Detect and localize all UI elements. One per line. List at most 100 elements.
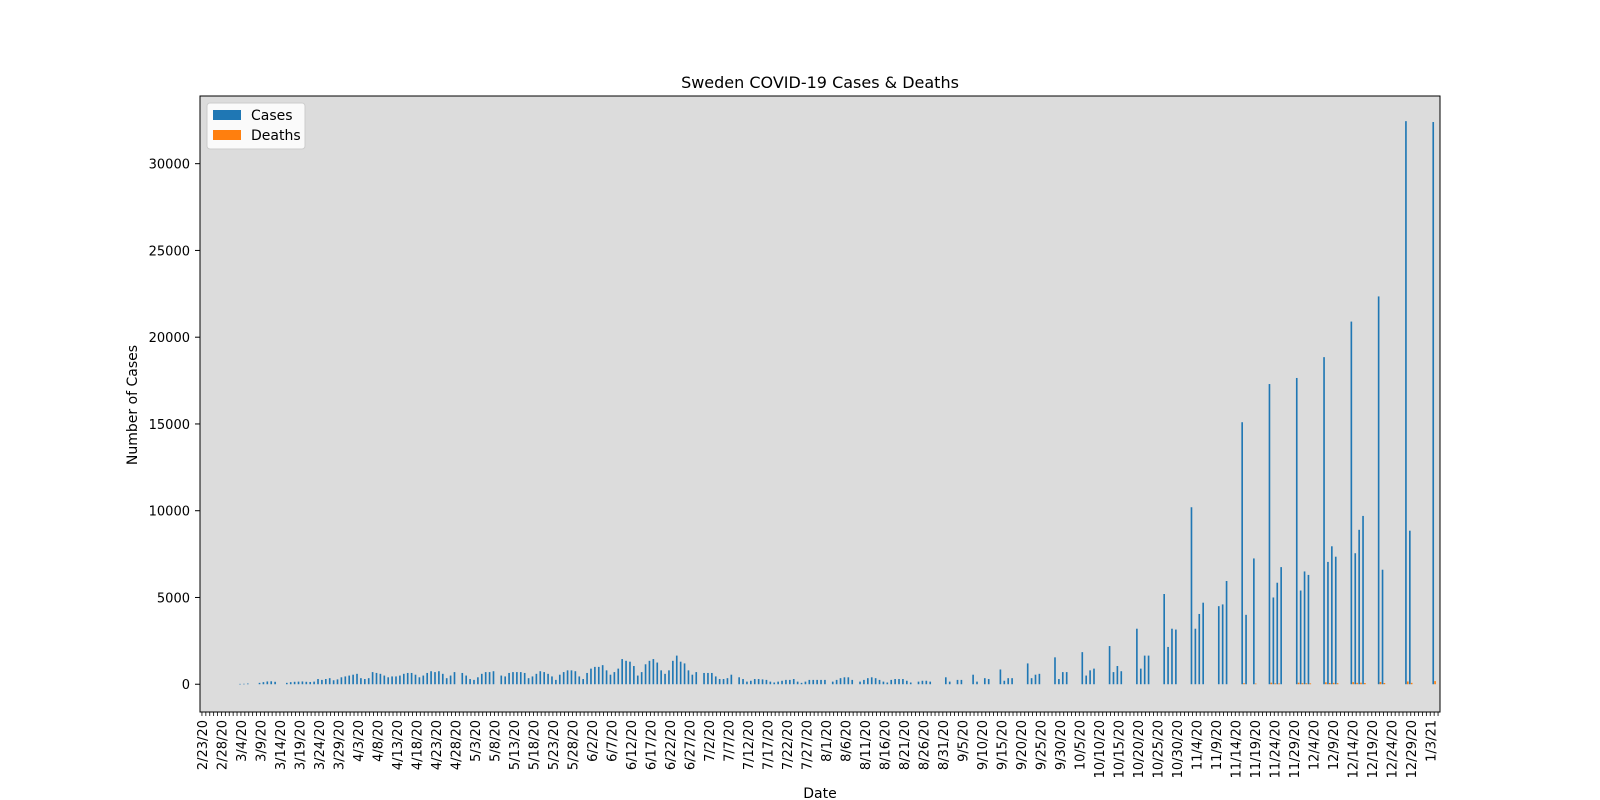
bar-cases — [886, 682, 889, 685]
bar-cases — [469, 679, 471, 685]
x-tick-label: 8/16/20 — [878, 720, 893, 770]
bar-cases — [239, 683, 241, 685]
bar-cases — [613, 672, 616, 685]
bar-cases — [1405, 121, 1407, 685]
x-tick-label: 2/23/20 — [196, 720, 211, 770]
bar-cases — [1093, 668, 1095, 685]
bar-deaths — [1356, 682, 1358, 685]
x-tick-label: 12/14/20 — [1346, 720, 1361, 778]
bar-cases — [438, 671, 440, 685]
x-tick-label: 10/5/20 — [1073, 720, 1088, 770]
bar-cases — [609, 674, 612, 685]
bar-cases — [547, 673, 549, 685]
bar-cases — [1377, 296, 1380, 685]
legend-swatch-cases — [213, 110, 241, 120]
bar-cases — [777, 681, 779, 685]
bar-deaths — [1254, 683, 1257, 685]
bar-cases — [1171, 628, 1173, 685]
x-tick-label: 4/8/20 — [371, 720, 386, 762]
bar-deaths — [1325, 682, 1327, 685]
bar-cases — [1198, 613, 1201, 685]
x-tick-label: 12/24/20 — [1385, 720, 1400, 778]
x-tick-label: 8/21/20 — [898, 720, 913, 770]
x-tick-label: 3/14/20 — [274, 720, 289, 770]
bar-deaths — [1332, 682, 1335, 685]
bar-cases — [270, 681, 273, 685]
bar-cases — [831, 681, 834, 685]
bar-cases — [1034, 674, 1037, 685]
bar-cases — [352, 674, 354, 685]
bar-cases — [1054, 657, 1056, 685]
bar-cases — [488, 672, 491, 685]
x-tick-label: 10/30/20 — [1171, 720, 1186, 778]
bar-cases — [976, 681, 978, 685]
y-tick-label: 20000 — [149, 331, 190, 346]
bar-deaths — [1336, 683, 1339, 685]
bar-cases — [430, 671, 432, 685]
y-axis: 0 5000 10000 15000 20000 25000 30000 — [149, 158, 200, 693]
bar-cases — [344, 676, 347, 685]
bar-deaths — [1383, 683, 1386, 685]
bar-cases — [640, 672, 643, 685]
bar-deaths — [1274, 683, 1277, 685]
bar-cases — [687, 670, 690, 685]
x-tick-label: 12/9/20 — [1327, 720, 1342, 770]
bar-cases — [1245, 614, 1247, 685]
bar-cases — [258, 682, 261, 685]
bar-cases — [882, 681, 885, 685]
bar-cases — [800, 682, 803, 685]
bar-cases — [746, 681, 748, 685]
bar-cases — [711, 672, 713, 685]
x-tick-label: 1/3/21 — [1424, 720, 1439, 762]
bar-cases — [750, 680, 752, 685]
bar-cases — [742, 679, 744, 685]
bar-cases — [1432, 122, 1435, 685]
bar-cases — [726, 678, 729, 685]
bar-cases — [1058, 679, 1060, 685]
bar-deaths — [1278, 683, 1280, 685]
bar-cases — [1007, 678, 1010, 685]
bar-cases — [785, 679, 787, 685]
bar-cases — [820, 679, 822, 685]
bar-cases — [324, 679, 327, 685]
x-tick-label: 9/15/20 — [995, 720, 1010, 770]
bar-cases — [1175, 629, 1177, 685]
bar-series-group — [239, 121, 1436, 685]
x-tick-label: 4/23/20 — [430, 720, 445, 770]
x-tick-label: 5/23/20 — [547, 720, 562, 770]
bar-cases — [539, 671, 542, 685]
bar-cases — [859, 681, 861, 685]
bar-cases — [1065, 672, 1068, 685]
x-tick-label: 4/28/20 — [449, 720, 464, 770]
y-tick-label: 25000 — [149, 244, 190, 259]
x-tick-label: 7/22/20 — [781, 720, 796, 770]
bar-cases — [1331, 546, 1333, 685]
bar-cases — [773, 682, 776, 685]
bar-cases — [371, 672, 374, 685]
bar-cases — [582, 679, 584, 685]
x-tick-label: 12/29/20 — [1405, 720, 1420, 778]
x-tick-label: 5/13/20 — [508, 720, 523, 770]
bar-cases — [839, 678, 842, 685]
bar-cases — [247, 683, 249, 685]
bar-cases — [527, 678, 530, 685]
bar-cases — [422, 675, 425, 685]
bar-cases — [297, 681, 300, 685]
bar-cases — [808, 679, 811, 685]
bar-cases — [453, 672, 456, 685]
bar-cases — [562, 672, 565, 685]
bar-cases — [878, 679, 881, 685]
bar-cases — [328, 678, 331, 685]
x-tick-label: 11/9/20 — [1210, 720, 1225, 770]
bar-cases — [441, 673, 444, 685]
x-tick-label: 4/18/20 — [410, 720, 425, 770]
bar-cases — [348, 675, 351, 685]
bar-cases — [500, 675, 503, 685]
bar-cases — [1307, 574, 1310, 685]
bar-cases — [675, 655, 678, 685]
bar-cases — [543, 672, 545, 685]
bar-cases — [722, 679, 725, 685]
bar-deaths — [1309, 683, 1312, 685]
x-tick-label: 6/12/20 — [625, 720, 640, 770]
x-tick-label: 11/19/20 — [1249, 720, 1264, 778]
